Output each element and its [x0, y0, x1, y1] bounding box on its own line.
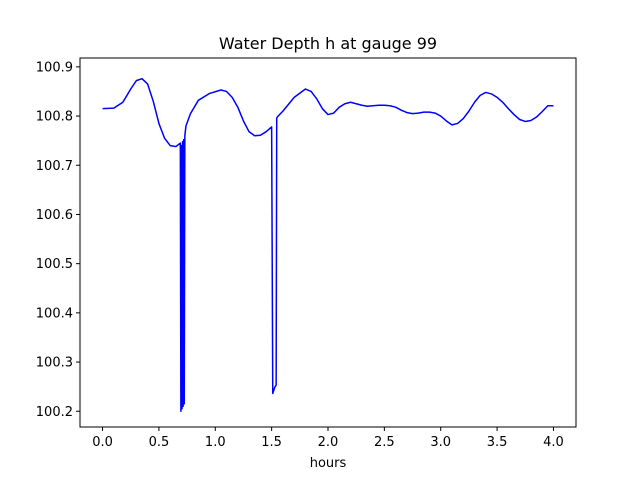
x-axis-label: hours — [310, 456, 347, 471]
x-tick-label: 2.0 — [318, 435, 339, 450]
plot-area — [102, 77, 554, 413]
x-tick-label: 4.0 — [543, 435, 564, 450]
x-tick-label: 3.5 — [487, 435, 508, 450]
x-axis: 0.0 0.5 1.0 1.5 2.0 2.5 3.0 3.5 4.0 — [92, 427, 564, 450]
x-tick-label: 0.5 — [149, 435, 170, 450]
y-tick-label: 100.8 — [36, 110, 73, 125]
x-tick-label: 2.5 — [374, 435, 395, 450]
x-tick-label: 3.0 — [430, 435, 451, 450]
y-axis: 100.2 100.3 100.4 100.5 100.6 100.7 100.8 100.9 — [36, 60, 80, 420]
plot-frame — [79, 57, 577, 428]
chart-title: Water Depth h at gauge 99 — [219, 34, 437, 53]
x-tick-label: 0.0 — [92, 435, 113, 450]
y-tick-label: 100.4 — [36, 306, 73, 321]
y-tick-label: 100.5 — [36, 257, 73, 272]
y-tick-label: 100.2 — [36, 405, 73, 420]
series-line-0 — [102, 77, 554, 413]
y-tick-label: 100.9 — [36, 60, 73, 75]
x-tick-label: 1.5 — [261, 435, 282, 450]
y-tick-label: 100.6 — [36, 208, 73, 223]
y-tick-label: 100.7 — [36, 159, 73, 174]
y-tick-label: 100.3 — [36, 356, 73, 371]
x-tick-label: 1.0 — [205, 435, 226, 450]
